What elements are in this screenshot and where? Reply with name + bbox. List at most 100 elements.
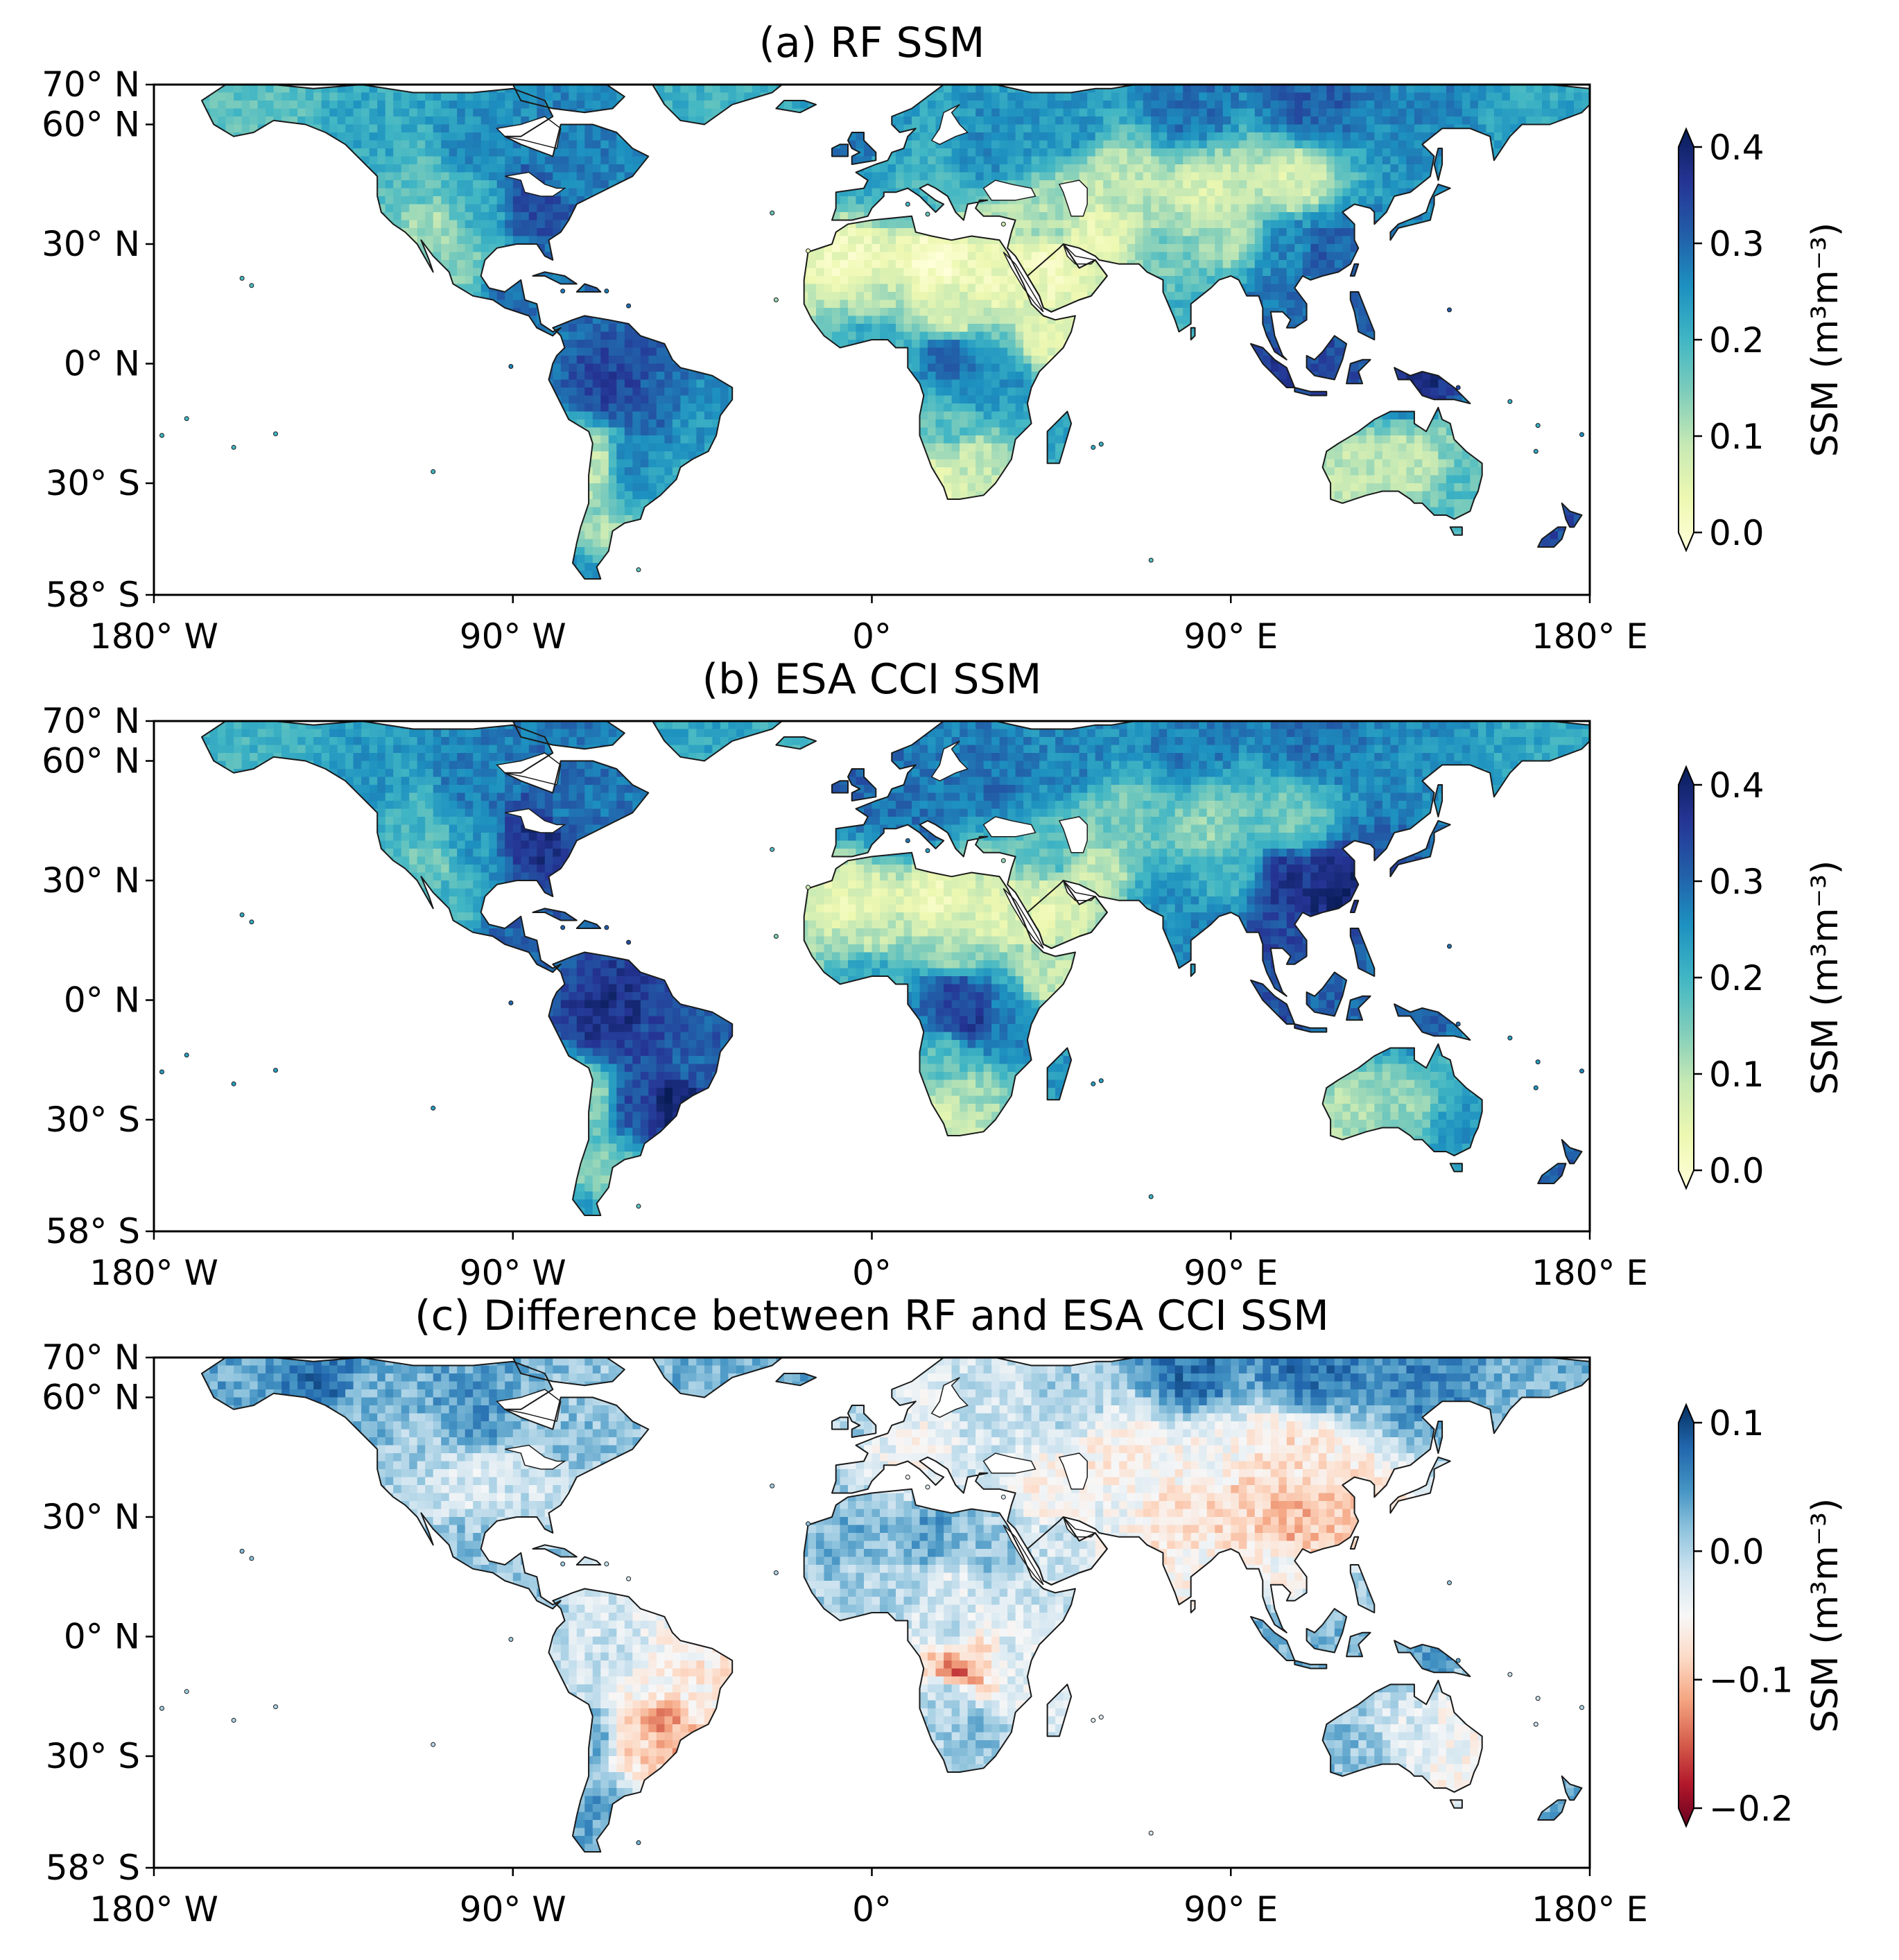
island [636,567,641,573]
island [770,1483,775,1489]
coastline-north-america [201,85,650,337]
coastline-new-guinea [1394,1640,1471,1677]
panel-3: (c) Difference between RF and ESA CCI SS… [42,1292,1846,1929]
island [806,248,810,254]
coastline-sulawesi [1346,995,1371,1021]
coastline-eurasia [831,85,1590,361]
island [626,1576,632,1581]
lake-red-sea [1003,1524,1044,1586]
coastline-greenland [651,721,783,762]
island [1091,1081,1096,1086]
colorbar-bar [1678,1403,1694,1828]
coastline-new-zealand-south [1537,1163,1567,1184]
colorbar-tick-label: 0.0 [1709,1151,1764,1191]
island [431,469,436,474]
y-tick-label: 0° N [64,1617,140,1657]
coastline-britain [847,1405,877,1438]
island [806,885,810,890]
x-tick-label: 90° W [460,1889,566,1929]
coastline-south-america [548,1588,734,1853]
coastline-taiwan [1349,263,1360,277]
island [773,1570,779,1575]
colorbar: 0.0 0.1 0.2 0.3 0.4 SSM (m³m⁻³) [1678,127,1846,553]
coastline-taiwan [1349,1536,1360,1550]
island [1455,1658,1461,1663]
lake-red-sea [1003,251,1044,313]
coastline-new-zealand-south [1537,1799,1567,1821]
y-tick-label: 58° S [46,1848,140,1888]
coastline-eurasia [831,721,1590,997]
x-tick-label: 0° [852,1889,892,1929]
coastline-baffin [512,721,625,750]
island [231,444,236,450]
island [184,1052,189,1058]
map-area [154,721,1590,1231]
coastline-south-america [548,951,734,1216]
lake-black-sea [982,816,1037,838]
colorbar-tick-label: 0.0 [1709,1532,1764,1572]
coastline-sri-lanka [1190,1599,1196,1613]
coastline-iceland [775,100,817,114]
y-tick-label: 30° S [46,1736,140,1776]
coastline-borneo [1306,1608,1348,1654]
island [905,1475,910,1480]
island [806,1521,810,1527]
island [249,919,254,925]
island [239,912,245,917]
x-tick-label: 90° E [1183,616,1278,657]
coastline-hispaniola [575,283,602,293]
colorbar-tick-label: 0.3 [1709,862,1764,902]
coastline-philippines [1349,291,1376,340]
island [636,1840,641,1846]
island [508,1637,514,1642]
coastline-south-america [548,315,734,580]
panel-2: (b) ESA CCI SSM 180° W 90° W 0° 90° E 180° E 7… [42,655,1846,1293]
island [1455,385,1461,390]
island [1091,1717,1096,1723]
lake-hudson-bay [496,752,562,786]
colorbar-tick-label: 0.4 [1709,765,1764,806]
colorbar-label: SSM (m³m⁻³) [1805,223,1846,457]
coastline-madagascar [1046,1047,1073,1101]
island [231,1717,236,1723]
island [604,1561,609,1567]
x-tick-label: 0° [852,1253,892,1293]
island [1148,1830,1154,1836]
coastline-arabia-patch [1026,1516,1108,1586]
island [1533,1085,1538,1091]
island [604,925,609,930]
island [1535,423,1541,428]
coastline-britain [847,768,877,801]
coastline-new-zealand-north [1561,502,1583,528]
y-tick-label: 60° N [42,741,140,781]
y-tick-label: 30° N [42,860,140,901]
island [184,416,189,422]
coastline-cuba [532,1544,578,1558]
island [273,431,278,437]
y-tick-label: 0° N [64,980,140,1021]
lake-baltic [930,104,969,146]
island [626,939,632,945]
island [1579,432,1584,437]
lake-black-sea [982,180,1037,201]
coastline-sulawesi [1346,358,1371,385]
coastline-australia [1321,406,1483,520]
coastline-greenland [651,85,783,125]
island [560,288,566,294]
lake-persian-gulf [1062,880,1097,901]
y-tick-label: 0° N [64,344,140,384]
lake-great-lakes [505,171,566,197]
lake-persian-gulf [1062,1516,1097,1538]
island [1579,1068,1584,1074]
island [905,838,910,843]
y-tick-label: 30° S [46,463,140,503]
island [770,847,775,852]
colorbar-label: SSM (m³m⁻³) [1805,1498,1846,1733]
coastline-britain [847,132,877,165]
island [1148,1194,1154,1199]
coastline-sakhalin [1433,784,1443,817]
coastline-greenland [651,1358,783,1398]
colorbar-tick-label: 0.0 [1709,513,1764,553]
panel-1: (a) RF SSM 180° W 90° W 0° 90° E 180° E 70° N6… [42,19,1846,657]
